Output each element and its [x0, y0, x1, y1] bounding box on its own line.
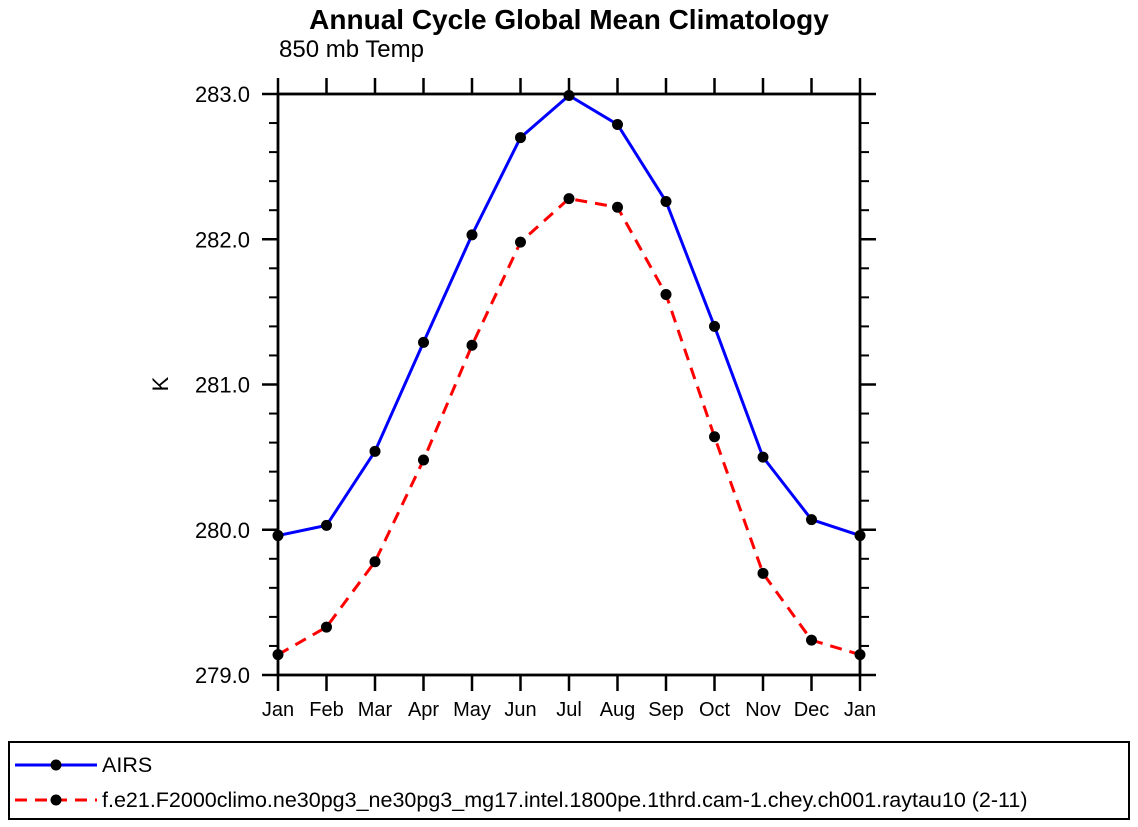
legend-label-model: f.e21.F2000climo.ne30pg3_ne30pg3_mg17.in…: [102, 787, 1028, 812]
data-point-marker-series-0: [321, 519, 332, 531]
data-point-marker-series-1: [418, 454, 429, 466]
data-point-marker-series-0: [418, 336, 429, 348]
x-tick-label: Nov: [745, 699, 781, 721]
data-point-marker-series-0: [806, 514, 817, 526]
y-tick-label: 282.0: [195, 227, 250, 252]
x-tick-label: Jul: [556, 699, 582, 721]
data-point-marker-series-1: [612, 201, 623, 213]
chart-title: Annual Cycle Global Mean Climatology: [309, 4, 829, 35]
x-tick-label: Apr: [408, 699, 439, 721]
data-point-marker-series-0: [369, 445, 381, 457]
data-point-marker-series-0: [272, 530, 284, 542]
x-tick-label: Feb: [309, 699, 343, 721]
data-point-marker-series-0: [515, 132, 526, 144]
x-tick-label: May: [453, 699, 491, 721]
x-tick-label: Aug: [600, 699, 636, 721]
plot-canvas: 283.0 282.0 281.0 280.0 279.0 Jan Feb Mar Apr May…: [148, 78, 876, 721]
plot-border: [276, 92, 862, 677]
legend-sample-dashed-line: [15, 794, 97, 806]
data-point-marker-series-1: [660, 288, 672, 300]
y-tick-label: 280.0: [195, 518, 250, 543]
x-tick-label: Jan: [844, 699, 876, 721]
data-point-marker-series-1: [854, 649, 866, 661]
data-point-marker-series-1: [466, 339, 478, 351]
data-point-marker-series-1: [369, 556, 381, 568]
data-point-marker-series-0: [563, 89, 575, 101]
x-tick-label: Jan: [262, 699, 294, 721]
data-point-marker-series-0: [854, 530, 866, 542]
legend-box: AIRS f.e21.F2000climo.ne30pg3_ne30pg3_mg…: [8, 741, 1130, 820]
series-line-1: [277, 196, 861, 657]
y-tick-label: 283.0: [195, 82, 250, 107]
data-point-marker-series-0: [612, 119, 623, 131]
data-point-marker-series-0: [466, 229, 478, 241]
data-point-marker-series-1: [709, 431, 720, 443]
data-point-marker-series-1: [757, 567, 769, 579]
data-point-marker-series-1: [806, 634, 817, 646]
data-point-marker-series-0: [757, 451, 769, 463]
data-point-marker-series-1: [515, 236, 526, 248]
x-tick-label: Mar: [358, 699, 393, 721]
legend-sample-solid-line: [15, 759, 97, 771]
legend-marker-dot: [50, 759, 62, 771]
y-tick-label: 279.0: [195, 663, 250, 688]
legend-label-airs: AIRS: [102, 752, 153, 777]
chart-subtitle: 850 mb Temp: [279, 36, 424, 63]
data-point-marker-series-1: [272, 649, 284, 661]
y-tick-label: 281.0: [195, 373, 250, 398]
x-tick-label: Oct: [699, 699, 731, 721]
data-point-marker-series-0: [709, 320, 720, 332]
x-tick-label: Jun: [504, 699, 536, 721]
x-tick-label: Dec: [794, 699, 830, 721]
data-point-marker-series-0: [660, 195, 672, 207]
data-point-marker-series-1: [563, 193, 575, 205]
data-point-marker-series-1: [321, 621, 332, 633]
y-axis-label: K: [148, 376, 173, 391]
series-line-0: [277, 93, 861, 538]
legend-item-model: f.e21.F2000climo.ne30pg3_ne30pg3_mg17.in…: [13, 786, 1028, 814]
x-tick-label: Sep: [648, 699, 684, 721]
legend-item-airs: AIRS: [13, 751, 152, 779]
legend-marker-dot: [50, 794, 62, 806]
